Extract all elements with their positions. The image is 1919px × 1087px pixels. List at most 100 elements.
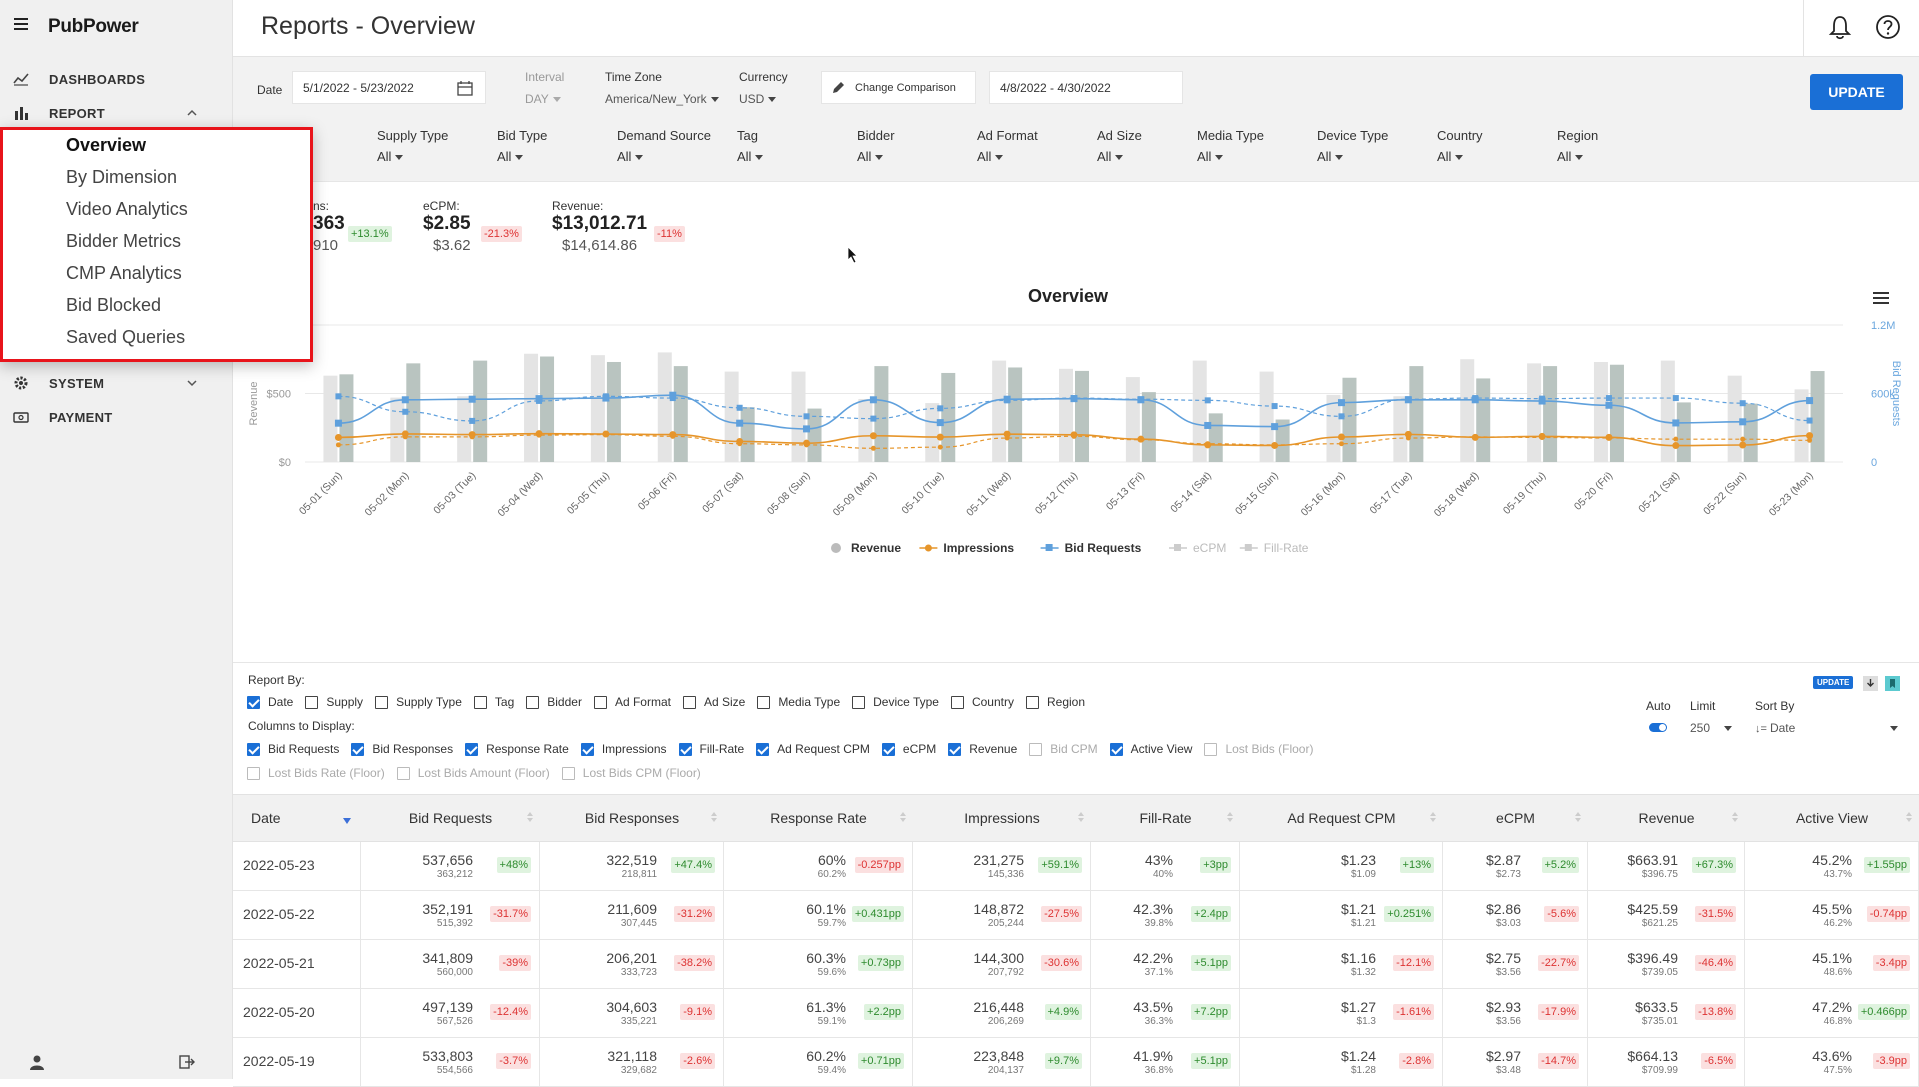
submenu-item-by-dimension[interactable]: By Dimension (66, 167, 178, 187)
nav-system[interactable]: SYSTEM (0, 368, 233, 398)
legend-label[interactable]: Fill-Rate (1264, 541, 1309, 555)
checkbox-box[interactable] (580, 742, 594, 756)
column-header-ad-request-cpm[interactable]: Ad Request CPM (1287, 810, 1396, 826)
checkbox-box[interactable] (1025, 695, 1039, 709)
sort-icon[interactable] (526, 811, 534, 823)
column-header-impressions[interactable]: Impressions (964, 810, 1040, 826)
filter-ad-format[interactable]: Ad Format All (977, 128, 1038, 164)
table-row[interactable]: 2022-05-20 497,139 567,526 -12.4% 304,603 335… (233, 989, 1919, 1038)
chart-menu-icon[interactable] (1873, 292, 1889, 304)
checkbox-ad-request-cpm[interactable]: Ad Request CPM (756, 742, 870, 756)
checkbox-box[interactable] (247, 742, 260, 756)
sort-icon[interactable] (1226, 811, 1234, 823)
checkbox-box[interactable] (1029, 742, 1043, 756)
column-header-revenue[interactable]: Revenue (1638, 810, 1695, 826)
column-header-bid-responses[interactable]: Bid Responses (584, 810, 680, 826)
checkbox-box[interactable] (948, 742, 962, 756)
checkbox-tag[interactable]: Tag (473, 695, 514, 709)
chevron-up-icon[interactable] (186, 107, 198, 119)
date-range-input[interactable]: 5/1/2022 - 5/23/2022 (292, 71, 486, 104)
small-update-button[interactable]: UPDATE (1813, 676, 1854, 689)
checkbox-ad-size[interactable]: Ad Size (682, 695, 745, 709)
calendar-icon[interactable] (457, 81, 473, 96)
timezone-select[interactable]: America/New_York (605, 92, 719, 106)
legend-label[interactable]: Revenue (851, 541, 901, 555)
logout-icon[interactable] (178, 1053, 196, 1071)
checkbox-box[interactable] (593, 695, 607, 709)
submenu-item-cmp-analytics[interactable]: CMP Analytics (66, 263, 182, 283)
bookmark-icon[interactable] (1885, 676, 1900, 691)
checkbox-bidder[interactable]: Bidder (526, 695, 582, 709)
checkbox-region[interactable]: Region (1025, 695, 1085, 709)
sort-icon[interactable] (1429, 811, 1437, 823)
nav-payment[interactable]: PAYMENT (0, 402, 233, 432)
legend-label[interactable]: Impressions (943, 541, 1014, 555)
currency-select[interactable]: USD (739, 92, 777, 106)
table-row[interactable]: 2022-05-22 352,191 515,392 -31.7% 211,609 307… (233, 891, 1919, 940)
filter-supply-type[interactable]: Supply Type All (377, 128, 448, 164)
checkbox-response-rate[interactable]: Response Rate (465, 742, 569, 756)
checkbox-box[interactable] (1204, 742, 1218, 756)
checkbox-lost-bids-rate-floor[interactable]: Lost Bids Rate (Floor) (247, 766, 385, 780)
auto-toggle[interactable] (1649, 723, 1667, 732)
bell-icon[interactable] (1827, 14, 1853, 40)
submenu-item-video-analytics[interactable]: Video Analytics (66, 199, 188, 219)
sort-icon[interactable] (1574, 811, 1582, 823)
checkbox-box[interactable] (351, 742, 365, 756)
checkbox-fill-rate[interactable]: Fill-Rate (678, 742, 744, 756)
submenu-item-saved-queries[interactable]: Saved Queries (66, 327, 186, 347)
filter-bidder[interactable]: Bidder All (857, 128, 895, 164)
sort-icon[interactable] (1905, 811, 1913, 823)
checkbox-impressions[interactable]: Impressions (580, 742, 667, 756)
legend-label[interactable]: eCPM (1193, 541, 1226, 555)
sort-by-select[interactable]: ↓= Date (1755, 721, 1900, 735)
interval-select[interactable]: DAY (525, 92, 561, 106)
column-header-fill-rate[interactable]: Fill-Rate (1139, 810, 1192, 826)
submenu-item-overview[interactable]: Overview (66, 135, 147, 155)
checkbox-box[interactable] (682, 695, 696, 709)
checkbox-date[interactable]: Date (247, 695, 293, 709)
nav-dashboards[interactable]: DASHBOARDS (0, 64, 233, 94)
checkbox-box[interactable] (852, 695, 866, 709)
checkbox-ecpm[interactable]: eCPM (881, 742, 936, 756)
checkbox-lost-bids-amount-floor[interactable]: Lost Bids Amount (Floor) (396, 766, 550, 780)
checkbox-box[interactable] (375, 695, 389, 709)
user-icon[interactable] (28, 1053, 46, 1071)
checkbox-box[interactable] (247, 766, 260, 780)
limit-select[interactable]: 250 (1690, 721, 1733, 735)
sort-icon[interactable] (1077, 811, 1085, 823)
sort-desc-icon[interactable] (343, 816, 351, 828)
help-icon[interactable] (1875, 14, 1901, 40)
checkbox-box[interactable] (757, 695, 771, 709)
checkbox-lost-bids-cpm-floor[interactable]: Lost Bids CPM (Floor) (561, 766, 701, 780)
checkbox-box[interactable] (305, 695, 319, 709)
hamburger-menu-icon[interactable] (14, 18, 28, 30)
checkbox-lost-bids-floor[interactable]: Lost Bids (Floor) (1204, 742, 1313, 756)
checkbox-box[interactable] (465, 742, 479, 756)
table-row[interactable]: 2022-05-21 341,809 560,000 -39% 206,201 333,7… (233, 940, 1919, 989)
submenu-item-bid-blocked[interactable]: Bid Blocked (66, 295, 162, 315)
filter-demand-source[interactable]: Demand Source All (617, 128, 711, 164)
checkbox-country[interactable]: Country (950, 695, 1014, 709)
checkbox-bid-responses[interactable]: Bid Responses (351, 742, 453, 756)
column-header-ecpm[interactable]: eCPM (1496, 810, 1535, 826)
chevron-down-icon[interactable] (186, 377, 198, 389)
sort-icon[interactable] (1731, 811, 1739, 823)
checkbox-ad-format[interactable]: Ad Format (593, 695, 671, 709)
legend-label[interactable]: Bid Requests (1065, 541, 1142, 555)
checkbox-box[interactable] (1109, 742, 1123, 756)
checkbox-box[interactable] (473, 695, 487, 709)
checkbox-box[interactable] (396, 766, 410, 780)
update-button[interactable]: UPDATE (1810, 74, 1903, 110)
checkbox-box[interactable] (247, 695, 260, 709)
checkbox-active-view[interactable]: Active View (1109, 742, 1192, 756)
sort-icon[interactable] (899, 811, 907, 823)
checkbox-box[interactable] (881, 742, 895, 756)
column-header-bid-requests[interactable]: Bid Requests (408, 810, 493, 826)
column-header-response-rate[interactable]: Response Rate (770, 810, 867, 826)
column-header-date[interactable]: Date (251, 810, 281, 826)
filter-region[interactable]: Region All (1557, 128, 1598, 164)
filter-media-type[interactable]: Media Type All (1197, 128, 1264, 164)
checkbox-supply[interactable]: Supply (305, 695, 363, 709)
submenu-item-bidder-metrics[interactable]: Bidder Metrics (66, 231, 182, 251)
